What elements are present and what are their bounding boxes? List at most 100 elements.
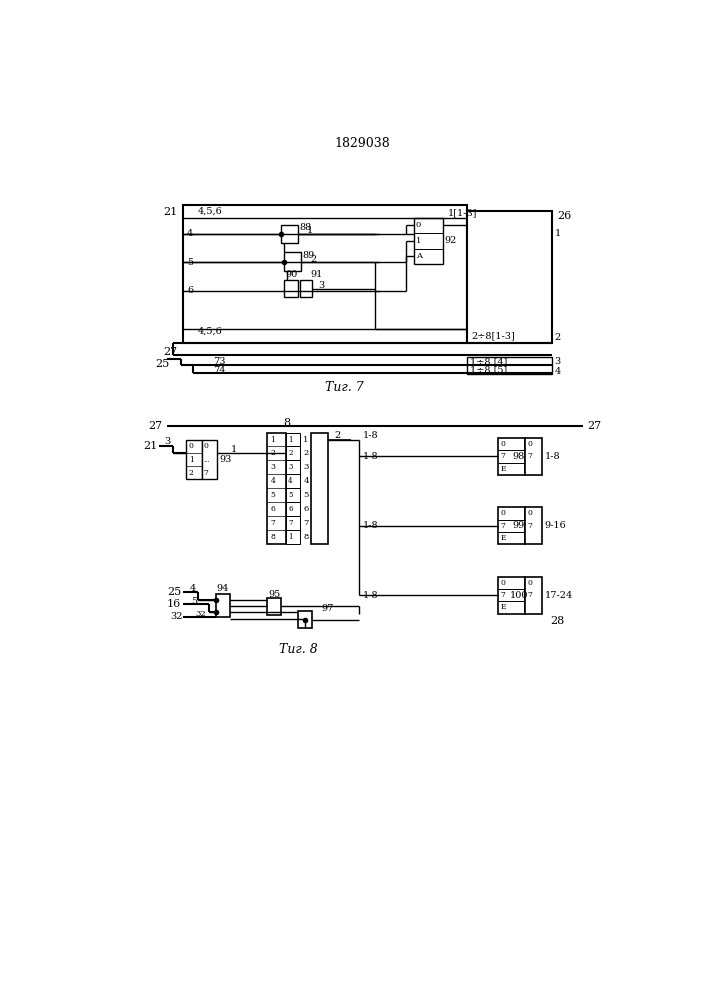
Text: E: E [501, 603, 506, 611]
Text: Τиг. 8: Τиг. 8 [279, 643, 317, 656]
Text: 2: 2 [310, 255, 317, 264]
Bar [187, 440, 201, 479]
Bar [498, 577, 525, 614]
Bar [525, 577, 542, 614]
Text: 1: 1 [288, 533, 293, 541]
Text: 4,5,6: 4,5,6 [198, 326, 223, 335]
Text: 5: 5 [303, 491, 309, 499]
Bar [286, 474, 300, 488]
Text: 1: 1 [308, 226, 313, 235]
Text: 1: 1 [554, 229, 561, 238]
Text: 21: 21 [144, 441, 158, 451]
Text: 6: 6 [270, 505, 275, 513]
Text: 99: 99 [512, 521, 525, 530]
Text: 3: 3 [288, 463, 293, 471]
Bar [467, 211, 552, 343]
Text: 98: 98 [512, 452, 525, 461]
Bar [284, 252, 301, 271]
Text: 4: 4 [554, 367, 561, 376]
Text: E: E [501, 534, 506, 542]
Text: 7: 7 [527, 522, 532, 530]
Text: 97: 97 [321, 604, 334, 613]
Text: 0: 0 [501, 579, 506, 587]
Text: 1: 1 [416, 237, 421, 245]
Text: 1÷8 [4]: 1÷8 [4] [469, 357, 507, 366]
Text: 27: 27 [163, 347, 177, 357]
Text: 26: 26 [558, 211, 572, 221]
Text: 4: 4 [189, 584, 196, 593]
Text: 5: 5 [191, 597, 197, 606]
Text: 8: 8 [303, 533, 309, 541]
Bar [414, 218, 443, 264]
Text: 7: 7 [501, 522, 506, 530]
Text: 25: 25 [167, 587, 181, 597]
Text: 2: 2 [288, 449, 293, 457]
Bar [467, 357, 552, 374]
Text: 90: 90 [285, 270, 297, 279]
Bar [498, 438, 525, 475]
Text: 7: 7 [204, 469, 208, 477]
Text: 25: 25 [156, 359, 170, 369]
Bar [311, 433, 328, 544]
Text: 4: 4 [270, 477, 275, 485]
Text: 2: 2 [554, 333, 561, 342]
Text: 1-8: 1-8 [363, 521, 378, 530]
Text: Τиг. 7: Τиг. 7 [325, 381, 363, 394]
Text: 0: 0 [501, 440, 506, 448]
Text: 94: 94 [216, 584, 229, 593]
Bar [267, 433, 286, 544]
Text: 0: 0 [501, 509, 506, 517]
Text: 7: 7 [501, 591, 506, 599]
Text: 0: 0 [527, 509, 532, 517]
Text: 1÷8 [5]: 1÷8 [5] [469, 365, 507, 374]
Text: 7: 7 [527, 452, 532, 460]
Text: 2÷8[1-3]: 2÷8[1-3] [472, 331, 515, 340]
Text: 5: 5 [270, 491, 275, 499]
Text: 6: 6 [187, 286, 193, 295]
Text: 74: 74 [214, 366, 226, 375]
Bar [286, 433, 300, 446]
Text: 5: 5 [187, 258, 193, 267]
Bar [281, 225, 298, 243]
Text: 89: 89 [303, 251, 315, 260]
Text: 32: 32 [195, 610, 206, 618]
Bar [525, 438, 542, 475]
Text: E: E [501, 465, 506, 473]
Bar [201, 440, 217, 479]
Text: 1: 1 [303, 436, 309, 444]
Bar [286, 460, 300, 474]
Text: 21: 21 [163, 207, 177, 217]
Text: ...: ... [204, 456, 210, 464]
Text: 0: 0 [527, 440, 532, 448]
Text: 7: 7 [527, 591, 532, 599]
Text: 1[1-3]: 1[1-3] [448, 208, 478, 217]
Bar [286, 488, 300, 502]
Text: 1: 1 [270, 436, 275, 444]
Text: 1: 1 [189, 456, 194, 464]
Text: 1-8: 1-8 [544, 452, 560, 461]
Text: 27: 27 [148, 421, 163, 431]
Text: 2: 2 [303, 449, 309, 457]
Text: 95: 95 [268, 590, 280, 599]
Text: 8: 8 [283, 418, 290, 428]
Text: 8: 8 [270, 533, 275, 541]
Text: 9-16: 9-16 [544, 521, 566, 530]
Bar [286, 446, 300, 460]
Bar [286, 516, 300, 530]
Bar [298, 611, 312, 628]
Text: 7: 7 [270, 519, 275, 527]
Text: 5: 5 [288, 491, 293, 499]
Text: 88: 88 [300, 223, 312, 232]
Text: 28: 28 [550, 616, 564, 626]
Bar [498, 507, 525, 544]
Text: 32: 32 [170, 612, 182, 621]
Bar [216, 594, 230, 617]
Text: 4: 4 [187, 229, 194, 238]
Text: 3: 3 [318, 281, 325, 290]
Text: 1-8: 1-8 [363, 591, 378, 600]
Bar [267, 598, 281, 615]
Bar [300, 280, 312, 297]
Text: A: A [416, 252, 422, 260]
Bar [284, 280, 298, 297]
Text: 3: 3 [303, 463, 309, 471]
